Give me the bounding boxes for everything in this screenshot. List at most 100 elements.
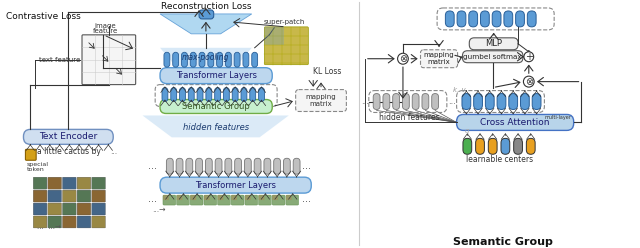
FancyBboxPatch shape: [77, 177, 91, 189]
FancyBboxPatch shape: [412, 93, 419, 109]
FancyBboxPatch shape: [456, 115, 573, 130]
FancyBboxPatch shape: [160, 99, 272, 114]
FancyBboxPatch shape: [284, 158, 291, 174]
FancyBboxPatch shape: [92, 177, 106, 189]
FancyBboxPatch shape: [82, 35, 136, 85]
FancyBboxPatch shape: [445, 11, 454, 27]
FancyBboxPatch shape: [383, 93, 390, 109]
FancyBboxPatch shape: [520, 93, 529, 109]
FancyBboxPatch shape: [190, 52, 196, 67]
FancyBboxPatch shape: [393, 93, 399, 109]
FancyBboxPatch shape: [474, 93, 483, 109]
FancyBboxPatch shape: [218, 195, 223, 200]
FancyBboxPatch shape: [160, 177, 311, 193]
FancyBboxPatch shape: [63, 177, 76, 189]
FancyBboxPatch shape: [286, 195, 292, 200]
FancyBboxPatch shape: [532, 93, 541, 109]
FancyBboxPatch shape: [235, 158, 241, 174]
Polygon shape: [143, 116, 289, 137]
FancyBboxPatch shape: [420, 50, 458, 68]
FancyBboxPatch shape: [225, 52, 231, 67]
FancyBboxPatch shape: [92, 203, 106, 215]
Text: +: +: [525, 52, 532, 62]
FancyBboxPatch shape: [457, 11, 466, 27]
FancyBboxPatch shape: [171, 88, 177, 101]
Text: Contrastive Loss: Contrastive Loss: [6, 12, 81, 21]
Text: Semantic Group: Semantic Group: [454, 237, 554, 247]
Text: ...: ...: [302, 161, 311, 171]
FancyBboxPatch shape: [259, 195, 271, 205]
FancyBboxPatch shape: [190, 195, 203, 205]
FancyBboxPatch shape: [476, 138, 484, 154]
FancyBboxPatch shape: [180, 88, 186, 101]
FancyBboxPatch shape: [264, 27, 284, 45]
Text: feature: feature: [93, 28, 118, 34]
Text: Transformer Layers: Transformer Layers: [175, 71, 257, 80]
Text: Semantic Group: Semantic Group: [182, 102, 250, 111]
FancyBboxPatch shape: [231, 195, 237, 200]
Text: special: special: [26, 162, 49, 167]
Text: learnable centers: learnable centers: [466, 155, 533, 164]
FancyBboxPatch shape: [163, 195, 175, 205]
Polygon shape: [160, 14, 252, 34]
FancyBboxPatch shape: [24, 129, 113, 144]
Text: ⊗: ⊗: [525, 77, 533, 87]
FancyBboxPatch shape: [26, 149, 36, 160]
Text: a little cactus by: a little cactus by: [37, 147, 101, 156]
FancyBboxPatch shape: [264, 27, 308, 65]
FancyBboxPatch shape: [77, 190, 91, 202]
FancyBboxPatch shape: [264, 158, 271, 174]
FancyBboxPatch shape: [259, 195, 264, 200]
FancyBboxPatch shape: [231, 195, 244, 205]
FancyBboxPatch shape: [33, 203, 47, 215]
FancyBboxPatch shape: [77, 203, 91, 215]
FancyBboxPatch shape: [160, 68, 272, 84]
FancyBboxPatch shape: [272, 195, 278, 200]
Text: ...  ...→: ... ...→: [37, 224, 61, 230]
Text: ⊗: ⊗: [399, 54, 407, 64]
FancyBboxPatch shape: [497, 93, 506, 109]
FancyBboxPatch shape: [462, 93, 471, 109]
FancyBboxPatch shape: [252, 52, 258, 67]
FancyBboxPatch shape: [492, 11, 501, 27]
FancyBboxPatch shape: [48, 177, 61, 189]
FancyBboxPatch shape: [243, 52, 249, 67]
FancyBboxPatch shape: [196, 158, 202, 174]
FancyBboxPatch shape: [197, 88, 203, 101]
Text: gumbel softmax: gumbel softmax: [463, 54, 522, 60]
FancyBboxPatch shape: [182, 52, 188, 67]
Polygon shape: [160, 48, 252, 68]
FancyBboxPatch shape: [48, 190, 61, 202]
FancyBboxPatch shape: [469, 38, 518, 50]
Text: ...: ...: [148, 161, 157, 171]
Text: max-pooling: max-pooling: [182, 53, 230, 62]
FancyBboxPatch shape: [488, 138, 497, 154]
Text: image: image: [95, 23, 116, 29]
Circle shape: [524, 52, 534, 62]
FancyBboxPatch shape: [163, 195, 169, 200]
FancyBboxPatch shape: [33, 177, 47, 189]
FancyBboxPatch shape: [516, 11, 524, 27]
Text: text feature: text feature: [39, 57, 80, 63]
Circle shape: [397, 53, 408, 64]
FancyBboxPatch shape: [162, 88, 168, 101]
FancyBboxPatch shape: [63, 216, 76, 228]
FancyBboxPatch shape: [166, 158, 173, 174]
FancyBboxPatch shape: [223, 88, 229, 101]
FancyBboxPatch shape: [232, 88, 238, 101]
Text: ...: ...: [302, 194, 311, 204]
FancyBboxPatch shape: [186, 158, 193, 174]
Text: Text Encoder: Text Encoder: [39, 132, 97, 141]
Text: hidden features: hidden features: [380, 113, 440, 122]
FancyBboxPatch shape: [63, 203, 76, 215]
FancyBboxPatch shape: [188, 88, 194, 101]
FancyBboxPatch shape: [245, 195, 251, 200]
Text: Reconstruction Loss: Reconstruction Loss: [161, 2, 251, 11]
FancyBboxPatch shape: [514, 138, 522, 154]
Text: token: token: [26, 167, 44, 172]
Text: q: q: [465, 128, 469, 134]
Text: KL Loss: KL Loss: [313, 67, 342, 76]
Text: MLP: MLP: [485, 39, 502, 48]
FancyBboxPatch shape: [286, 195, 299, 205]
FancyBboxPatch shape: [204, 195, 210, 200]
